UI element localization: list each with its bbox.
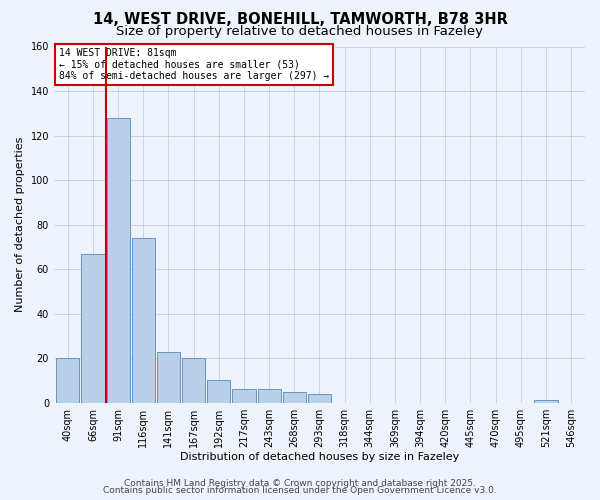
Text: 14, WEST DRIVE, BONEHILL, TAMWORTH, B78 3HR: 14, WEST DRIVE, BONEHILL, TAMWORTH, B78 … [92, 12, 508, 28]
Bar [82, 254, 104, 402]
Text: Contains public sector information licensed under the Open Government Licence v3: Contains public sector information licen… [103, 486, 497, 495]
Bar [207, 380, 230, 402]
Text: Contains HM Land Registry data © Crown copyright and database right 2025.: Contains HM Land Registry data © Crown c… [124, 478, 476, 488]
Text: 14 WEST DRIVE: 81sqm
← 15% of detached houses are smaller (53)
84% of semi-detac: 14 WEST DRIVE: 81sqm ← 15% of detached h… [59, 48, 329, 82]
Bar [283, 392, 306, 402]
Y-axis label: Number of detached properties: Number of detached properties [15, 137, 25, 312]
Bar [308, 394, 331, 402]
Text: Size of property relative to detached houses in Fazeley: Size of property relative to detached ho… [116, 25, 484, 38]
Bar [131, 238, 155, 402]
Bar [232, 390, 256, 402]
Bar [157, 352, 180, 403]
Bar [107, 118, 130, 403]
Bar [257, 390, 281, 402]
X-axis label: Distribution of detached houses by size in Fazeley: Distribution of detached houses by size … [180, 452, 459, 462]
Bar [535, 400, 557, 402]
Bar [182, 358, 205, 403]
Bar [56, 358, 79, 403]
